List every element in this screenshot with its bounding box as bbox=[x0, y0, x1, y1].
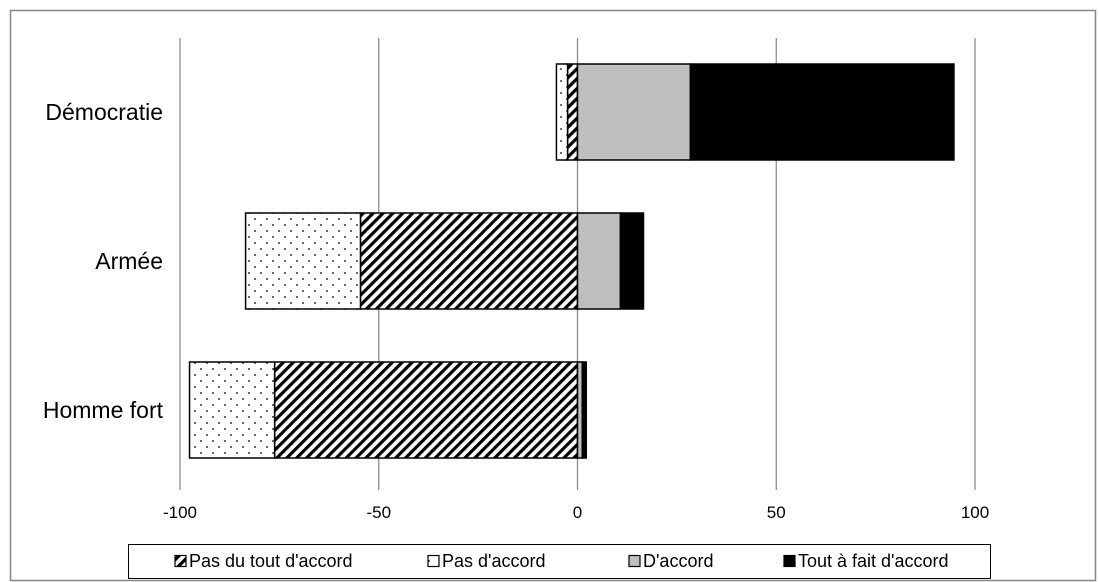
bar-homme-fort-pas-d-accord bbox=[188, 361, 276, 459]
x-axis-tick-labels: -100 -50 0 50 100 bbox=[163, 503, 989, 522]
bar-democratie-tout-a-fait-d-accord bbox=[689, 63, 955, 161]
legend-label-tout-a-fait-d-accord: Tout à fait d'accord bbox=[798, 551, 949, 571]
bar-armee-d-accord bbox=[576, 212, 622, 310]
bar-armee-pas-du-tout-d-accord bbox=[359, 212, 579, 310]
legend-box bbox=[128, 544, 991, 579]
chart-frame bbox=[9, 9, 1097, 582]
bar-armee-tout-a-fait-d-accord bbox=[619, 212, 645, 310]
category-label-democratie: Démocratie bbox=[45, 99, 163, 125]
bar-democratie-d-accord bbox=[576, 63, 692, 161]
bar-homme-fort-tout-a-fait-d-accord bbox=[581, 361, 587, 459]
x-tick-label: 0 bbox=[573, 503, 582, 522]
legend-item-pas-d-accord: Pas d'accord bbox=[427, 551, 546, 571]
legend-swatch-tout-a-fait-d-accord bbox=[783, 554, 796, 568]
legend-swatch-pas-du-tout-d-accord bbox=[174, 554, 187, 568]
category-label-homme-fort: Homme fort bbox=[43, 397, 164, 423]
x-tick-label: 50 bbox=[767, 503, 786, 522]
legend-item-pas-du-tout-d-accord: Pas du tout d'accord bbox=[174, 551, 353, 571]
category-labels: Démocratie Armée Homme fort bbox=[43, 99, 164, 423]
legend-label-pas-du-tout-d-accord: Pas du tout d'accord bbox=[189, 551, 353, 571]
category-label-armee: Armée bbox=[95, 248, 163, 274]
legend-item-tout-a-fait-d-accord: Tout à fait d'accord bbox=[783, 551, 949, 571]
x-tick-label: -50 bbox=[366, 503, 391, 522]
bars bbox=[188, 63, 955, 459]
bar-armee-pas-d-accord bbox=[244, 212, 362, 310]
bar-democratie-pas-d-accord bbox=[555, 63, 569, 161]
legend-label-pas-d-accord: Pas d'accord bbox=[442, 551, 546, 571]
bar-homme-fort-pas-du-tout-d-accord bbox=[273, 361, 579, 459]
legend-item-d-accord: D'accord bbox=[628, 551, 713, 571]
bar-democratie-pas-du-tout-d-accord bbox=[566, 63, 579, 161]
x-tick-label: -100 bbox=[163, 503, 197, 522]
x-tick-label: 100 bbox=[961, 503, 989, 522]
legend-label-d-accord: D'accord bbox=[643, 551, 713, 571]
legend-swatch-d-accord bbox=[628, 554, 641, 568]
legend-swatch-pas-d-accord bbox=[427, 554, 440, 568]
legend: Pas du tout d'accord Pas d'accord D'accord… bbox=[128, 544, 991, 579]
